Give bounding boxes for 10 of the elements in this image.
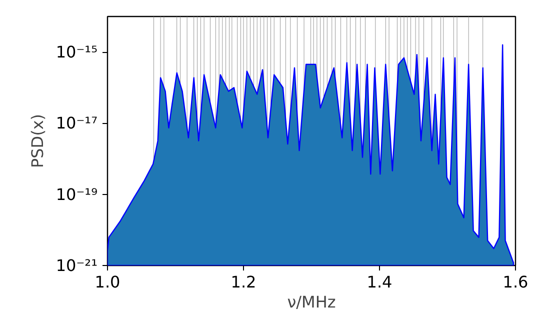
y-axis-title: PSD(x) (28, 114, 47, 168)
x-tick-label: 1.2 (230, 272, 256, 292)
x-axis-title: ν/MHz (287, 292, 336, 312)
x-tick-label: 1.4 (366, 272, 392, 292)
x-tick-label: 1.6 (502, 272, 528, 292)
y-tick-label: 10⁻¹⁵ (56, 42, 98, 62)
x-tick-label: 1.0 (94, 272, 120, 292)
y-tick-label: 10⁻²¹ (56, 256, 98, 275)
y-tick-label: 10⁻¹⁹ (56, 184, 98, 204)
y-tick-label: 10⁻¹⁷ (56, 114, 98, 133)
